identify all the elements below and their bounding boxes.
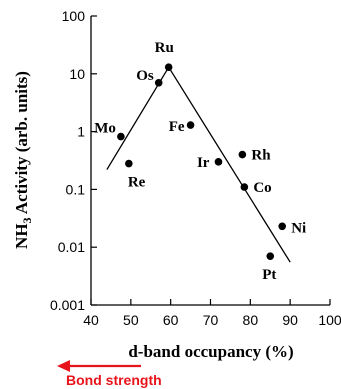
point-label-ni: Ni xyxy=(291,220,306,236)
y-axis-title-suffix: Activity (arb. units) xyxy=(12,71,31,217)
point-label-re: Re xyxy=(128,175,146,191)
y-axis-title-subscript: 3 xyxy=(20,217,34,223)
point-label-co: Co xyxy=(253,180,271,196)
data-point-ni xyxy=(278,222,287,231)
point-label-rh: Rh xyxy=(251,148,271,164)
y-tick-label: 100 xyxy=(62,8,86,24)
data-point-rh xyxy=(238,150,247,159)
point-label-ir: Ir xyxy=(197,155,210,171)
x-tick-label: 60 xyxy=(163,312,179,328)
data-point-os xyxy=(154,78,163,87)
data-point-ru xyxy=(164,63,173,72)
y-tick-label: 1 xyxy=(77,124,85,140)
point-label-os: Os xyxy=(136,68,154,84)
y-tick-label: 0.001 xyxy=(50,297,85,313)
data-point-pt xyxy=(266,252,275,260)
x-tick-label: 50 xyxy=(123,312,139,328)
x-tick-label: 80 xyxy=(243,312,259,328)
x-tick-label: 40 xyxy=(83,312,99,328)
data-point-fe xyxy=(186,121,195,129)
y-axis-title-prefix: NH xyxy=(12,223,31,249)
x-tick-label: 100 xyxy=(318,312,341,328)
y-tick-label: 0.1 xyxy=(66,181,86,197)
point-label-fe: Fe xyxy=(169,119,185,135)
bond-strength-annotation: Bond strength xyxy=(57,360,162,388)
point-label-ru: Ru xyxy=(155,40,174,56)
data-point-co xyxy=(240,183,249,191)
bond-strength-arrowhead xyxy=(57,360,70,372)
y-axis: 0.001 0.01 0.1 1 10 100 xyxy=(50,8,97,313)
point-label-mo: Mo xyxy=(94,121,116,137)
y-tick-label: 10 xyxy=(69,66,85,82)
data-points xyxy=(117,63,287,260)
data-point-ir xyxy=(214,158,223,166)
data-point-mo xyxy=(117,132,125,141)
bond-strength-label: Bond strength xyxy=(66,372,162,388)
y-tick-label: 0.01 xyxy=(58,239,85,255)
data-point-re xyxy=(125,159,133,168)
x-tick-label: 90 xyxy=(282,312,298,328)
x-axis: 40 50 60 70 80 90 100 xyxy=(83,299,341,328)
x-axis-title: d-band occupancy (%) xyxy=(128,342,293,361)
y-axis-title: NH3 Activity (arb. units) xyxy=(12,71,34,249)
point-label-pt: Pt xyxy=(262,267,276,283)
x-tick-label: 70 xyxy=(203,312,219,328)
